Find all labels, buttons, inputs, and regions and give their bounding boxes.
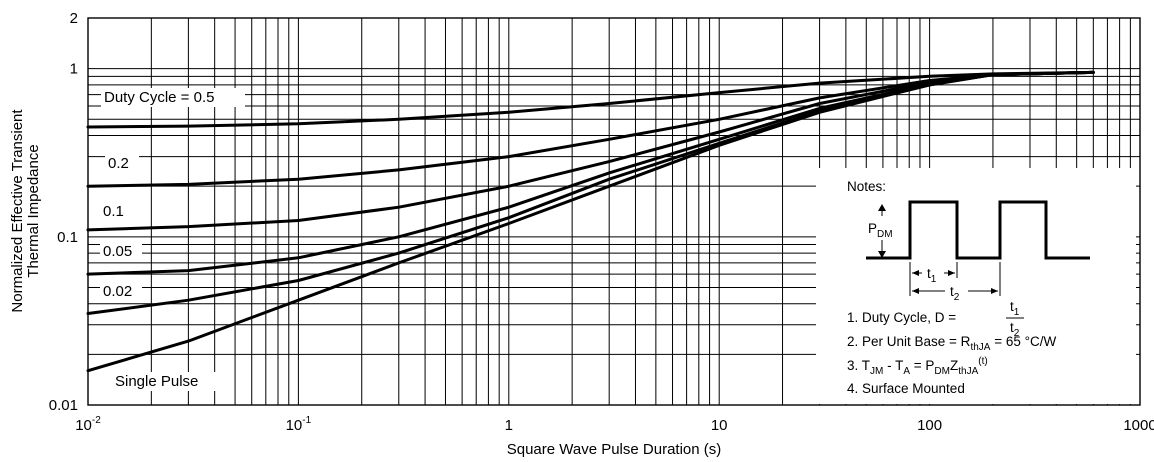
series-label-4: 0.02 [103, 283, 132, 300]
series-labels: Duty Cycle = 0.5 0.2 0.1 0.05 0.02 Single Pul… [100, 88, 245, 391]
x-tick-label-4: 100 [917, 417, 942, 434]
series-label-3: 0.05 [103, 243, 132, 260]
tick-labels: 10-2 10-1 1 10 100 1000 2 1 0.1 0.01 [49, 10, 1154, 434]
notes-background [816, 168, 1136, 404]
t2-label: t2 [950, 284, 960, 303]
pulse-waveform [866, 200, 1090, 260]
note-1: 1. Duty Cycle, D = [847, 310, 956, 325]
notes-box: Notes: PDM t1 t2 1. Duty Cycle, D = t1 t… [816, 168, 1136, 404]
series-label-2: 0.1 [103, 203, 124, 220]
curves [86, 70, 1095, 373]
y-tick-label-0: 2 [70, 10, 78, 27]
y-tick-label-2: 0.1 [57, 229, 78, 246]
pdm-arrowhead-up [878, 204, 886, 211]
x-tick-label-5: 1000 [1123, 417, 1154, 434]
y-axis-title-line2: Thermal Impedance [25, 144, 42, 277]
y-tick-label-1: 1 [70, 61, 78, 78]
series-label-1: 0.2 [108, 155, 129, 172]
series-label-bg [112, 372, 216, 391]
x-axis-title: Square Wave Pulse Duration (s) [507, 441, 722, 458]
series-label-bg [101, 88, 245, 107]
series-label-0: Duty Cycle = 0.5 [104, 89, 214, 106]
note-3: 3. TJM - TA = PDMZthJA(t) [847, 356, 988, 377]
x-tick-label-0: 10-2 [75, 415, 101, 434]
t1-label: t1 [927, 266, 937, 285]
plot-frame [87, 17, 1141, 406]
y-axis-title: Normalized Effective Transient Thermal I… [9, 109, 42, 313]
t1-arrowhead-left [912, 270, 919, 276]
series-label-bg [100, 282, 142, 301]
notes-title: Notes: [847, 179, 886, 194]
note-1-denominator: t2 [1010, 320, 1020, 339]
series-label-5: Single Pulse [115, 373, 198, 390]
y-axis-title-line1: Normalized Effective Transient [9, 109, 26, 313]
note-2: 2. Per Unit Base = RthJA = 65 °C/W [847, 334, 1057, 353]
x-tick-label-1: 10-1 [286, 415, 312, 434]
x-tick-label-3: 10 [711, 417, 728, 434]
series-label-bg [100, 242, 142, 261]
pdm-arrowhead-down [878, 251, 886, 258]
note-4: 4. Surface Mounted [847, 381, 965, 396]
series-line-0 [86, 70, 1095, 129]
t2-arrowhead-left [912, 288, 919, 294]
series-label-bg [100, 202, 134, 221]
y-tick-label-3: 0.01 [49, 397, 78, 414]
t2-arrowhead-right [991, 288, 998, 294]
series-label-bg [105, 154, 139, 173]
x-tick-label-2: 1 [505, 417, 513, 434]
note-1-numerator: t1 [1010, 299, 1020, 318]
t1-arrowhead-right [948, 270, 955, 276]
series-line-5 [86, 70, 1095, 373]
pdm-label: PDM [868, 221, 893, 240]
